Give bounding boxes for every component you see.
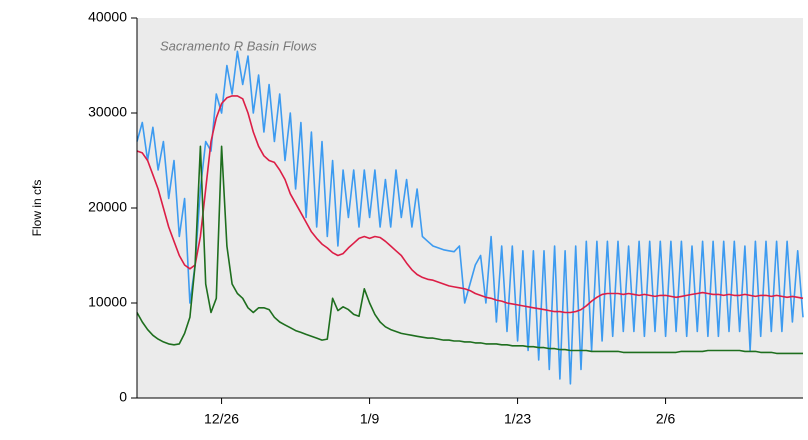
x-tick-label: 12/26 <box>204 411 239 427</box>
y-axis-label: Flow in cfs <box>30 180 44 237</box>
y-tick-label: 30000 <box>88 104 127 120</box>
y-tick-label: 40000 <box>88 9 127 25</box>
x-tick-label: 1/9 <box>360 411 380 427</box>
y-tick-label: 20000 <box>88 199 127 215</box>
series-line <box>136 50 804 385</box>
y-tick-label: 10000 <box>88 294 127 310</box>
chart-title: Sacramento R Basin Flows <box>160 38 317 53</box>
series-line <box>136 145 803 355</box>
y-tick-label: 0 <box>119 389 127 405</box>
x-tick-label: 2/6 <box>656 411 676 427</box>
plot-area <box>137 18 803 398</box>
series-line <box>136 95 804 314</box>
x-tick-label: 1/23 <box>504 411 531 427</box>
